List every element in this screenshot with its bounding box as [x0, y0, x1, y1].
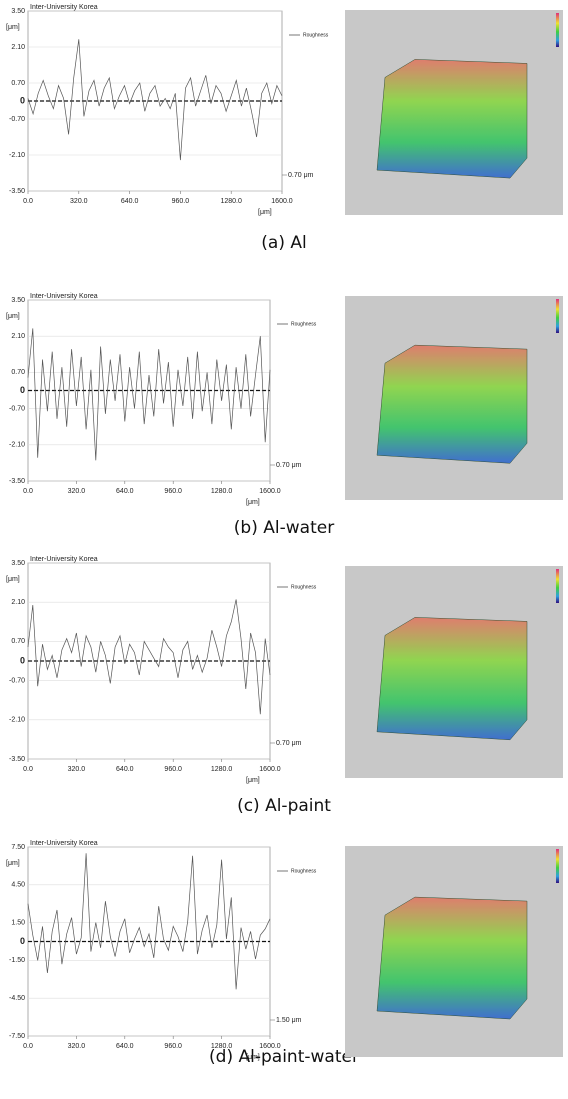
- surface-colorbar: [556, 299, 559, 333]
- y-tick-label: -3.50: [9, 756, 25, 763]
- y-tick-label: 2.10: [11, 333, 25, 340]
- y-axis-label: [μm]: [6, 860, 20, 867]
- legend-label: Roughness: [291, 321, 317, 327]
- surface-3d: [376, 896, 528, 1020]
- x-tick-label: 0.0: [23, 766, 33, 773]
- y-tick-label: 0.70: [11, 638, 25, 645]
- y-tick-label: 3.50: [11, 297, 25, 304]
- y-tick-label: 0: [20, 385, 25, 395]
- x-tick-label: 320.0: [68, 488, 86, 495]
- y-tick-label: 0.70: [11, 369, 25, 376]
- y-axis-label: [μm]: [6, 24, 20, 31]
- x-tick-label: 640.0: [121, 198, 139, 205]
- x-tick-label: 960.0: [172, 198, 190, 205]
- y-tick-label: -2.10: [9, 152, 25, 159]
- y-tick-label: -0.70: [9, 116, 25, 123]
- legend-label: Roughness: [291, 868, 317, 874]
- surface-3d: [376, 59, 528, 179]
- scale-annotation: 0.70 μm: [288, 172, 314, 179]
- x-axis-label: [μm]: [246, 499, 260, 506]
- roughness-line: [27, 328, 271, 461]
- y-tick-label: 4.50: [11, 882, 25, 889]
- y-tick-label: 0: [20, 95, 25, 105]
- y-axis-label: [μm]: [6, 576, 20, 583]
- y-tick-label: -0.70: [9, 405, 25, 412]
- y-tick-label: 3.50: [11, 8, 25, 15]
- x-tick-label: 0.0: [23, 198, 33, 205]
- surface-3d: [376, 617, 528, 741]
- x-tick-label: 640.0: [116, 1043, 134, 1050]
- y-tick-label: 2.10: [11, 599, 25, 606]
- y-tick-label: 3.50: [11, 560, 25, 567]
- y-tick-label: -3.50: [9, 188, 25, 195]
- x-tick-label: 1600.0: [259, 1043, 281, 1050]
- x-tick-label: 960.0: [164, 488, 182, 495]
- surface-colorbar: [556, 13, 559, 47]
- x-tick-label: 960.0: [164, 766, 182, 773]
- caption: (c) Al-paint: [237, 796, 331, 816]
- legend-label: Roughness: [303, 32, 329, 38]
- legend-label: Roughness: [291, 584, 317, 590]
- x-axis-label: [μm]: [258, 209, 272, 216]
- y-tick-label: -2.10: [9, 717, 25, 724]
- surface-3d: [376, 344, 528, 464]
- caption: (d) Al-paint-water: [209, 1047, 359, 1067]
- y-tick-label: -2.10: [9, 442, 25, 449]
- x-tick-label: 1280.0: [211, 1043, 233, 1050]
- x-tick-label: 960.0: [164, 1043, 182, 1050]
- y-tick-label: 1.50: [11, 919, 25, 926]
- y-tick-label: 7.50: [11, 844, 25, 851]
- chart-title: Inter-University Korea: [30, 556, 98, 563]
- scale-annotation: 0.70 μm: [276, 740, 302, 747]
- x-tick-label: 320.0: [68, 1043, 86, 1050]
- y-tick-label: -7.50: [9, 1033, 25, 1040]
- x-axis-label: [μm]: [246, 777, 260, 784]
- x-tick-label: 320.0: [70, 198, 88, 205]
- y-tick-label: -0.70: [9, 677, 25, 684]
- roughness-line: [27, 599, 271, 715]
- y-tick-label: 0: [20, 655, 25, 665]
- x-tick-label: 1280.0: [220, 198, 242, 205]
- y-tick-label: 2.10: [11, 44, 25, 51]
- roughness-line: [27, 853, 271, 990]
- caption: (a) Al: [261, 233, 306, 253]
- x-axis-label: [μm]: [246, 1054, 260, 1061]
- scale-annotation: 0.70 μm: [276, 462, 302, 469]
- scale-annotation: 1.50 μm: [276, 1017, 302, 1024]
- x-tick-label: 1280.0: [211, 766, 233, 773]
- y-tick-label: 0.70: [11, 80, 25, 87]
- x-tick-label: 1600.0: [259, 766, 281, 773]
- surface-colorbar: [556, 849, 559, 883]
- surface-colorbar: [556, 569, 559, 603]
- x-tick-label: 640.0: [116, 488, 134, 495]
- chart-title: Inter-University Korea: [30, 4, 98, 11]
- y-axis-label: [μm]: [6, 313, 20, 320]
- chart-title: Inter-University Korea: [30, 293, 98, 300]
- y-tick-label: 0: [20, 936, 25, 946]
- y-tick-label: -3.50: [9, 478, 25, 485]
- x-tick-label: 0.0: [23, 1043, 33, 1050]
- chart-title: Inter-University Korea: [30, 840, 98, 847]
- x-tick-label: 320.0: [68, 766, 86, 773]
- x-tick-label: 1600.0: [271, 198, 293, 205]
- x-tick-label: 640.0: [116, 766, 134, 773]
- roughness-line: [27, 39, 283, 161]
- caption: (b) Al-water: [234, 518, 334, 538]
- x-tick-label: 1600.0: [259, 488, 281, 495]
- x-tick-label: 1280.0: [211, 488, 233, 495]
- y-tick-label: -4.50: [9, 995, 25, 1002]
- y-tick-label: -1.50: [9, 957, 25, 964]
- x-tick-label: 0.0: [23, 488, 33, 495]
